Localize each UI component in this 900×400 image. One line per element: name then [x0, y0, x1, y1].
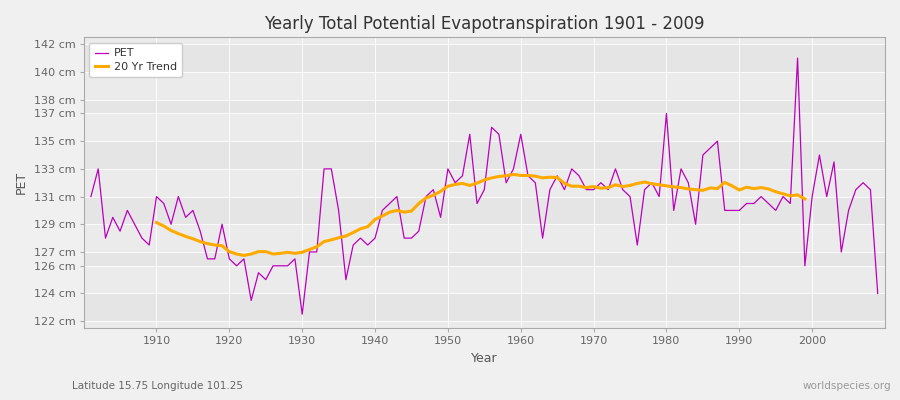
Bar [84, 196, 885, 224]
PET [356, 236, 366, 240]
20 Yr Trend [785, 194, 796, 198]
PET [516, 132, 526, 137]
Line: 20 Yr Trend: 20 Yr Trend [157, 174, 805, 256]
PET [610, 166, 621, 171]
Bar [84, 141, 885, 169]
20 Yr Trend [508, 172, 519, 177]
Title: Yearly Total Potential Evapotranspiration 1901 - 2009: Yearly Total Potential Evapotranspiratio… [264, 15, 705, 33]
Bar [84, 44, 885, 72]
Bar [84, 100, 885, 114]
20 Yr Trend [151, 220, 162, 225]
PET [523, 173, 534, 178]
20 Yr Trend [705, 186, 716, 190]
Bar [84, 252, 885, 266]
Line: PET: PET [91, 58, 878, 314]
Text: worldspecies.org: worldspecies.org [803, 381, 891, 391]
PET [792, 56, 803, 60]
20 Yr Trend [719, 180, 730, 185]
PET [311, 250, 322, 254]
20 Yr Trend [617, 184, 628, 189]
PET [872, 291, 883, 296]
20 Yr Trend [246, 252, 256, 256]
PET [297, 312, 308, 317]
Text: Latitude 15.75 Longitude 101.25: Latitude 15.75 Longitude 101.25 [72, 381, 243, 391]
Legend: PET, 20 Yr Trend: PET, 20 Yr Trend [89, 43, 183, 77]
X-axis label: Year: Year [471, 352, 498, 365]
Y-axis label: PET: PET [15, 171, 28, 194]
PET [86, 194, 96, 199]
20 Yr Trend [356, 226, 366, 231]
20 Yr Trend [238, 253, 249, 258]
20 Yr Trend [799, 196, 810, 201]
PET [144, 243, 155, 248]
Bar [84, 294, 885, 321]
